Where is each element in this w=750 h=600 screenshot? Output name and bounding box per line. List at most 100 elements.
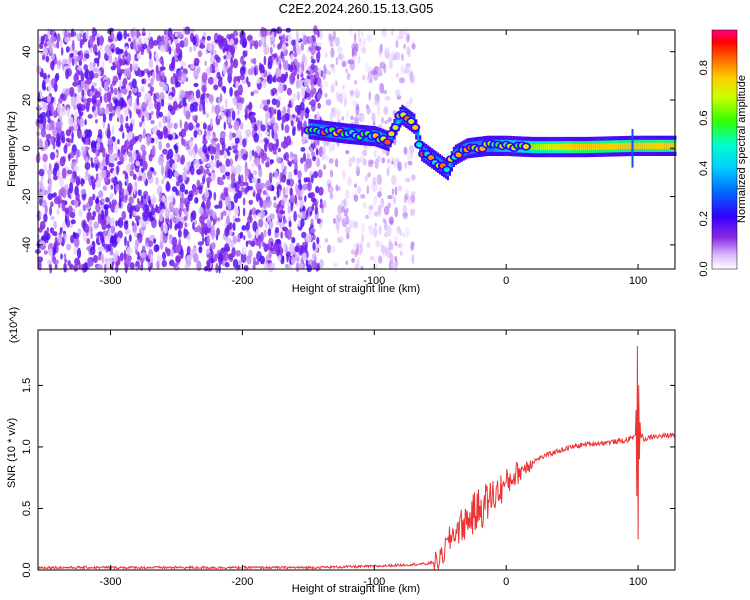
noise-speckle xyxy=(162,148,168,155)
noise-speckle xyxy=(213,253,218,262)
noise-speckle xyxy=(176,221,183,230)
signal-cell xyxy=(670,142,673,149)
noise-speckle xyxy=(142,121,146,128)
noise-speckle xyxy=(62,188,67,199)
noise-speckle xyxy=(73,237,80,248)
noise-speckle xyxy=(155,72,160,82)
noise-speckle xyxy=(227,51,232,60)
noise-speckle xyxy=(126,246,133,255)
noise-speckle xyxy=(402,211,408,220)
noise-speckle xyxy=(197,241,204,246)
noise-speckle xyxy=(322,164,327,170)
noise-speckle xyxy=(330,246,336,253)
noise-speckle xyxy=(259,139,265,144)
noise-speckle xyxy=(183,215,187,222)
noise-speckle xyxy=(83,223,90,233)
signal-cell xyxy=(636,142,639,149)
noise-speckle xyxy=(288,178,295,187)
noise-speckle xyxy=(329,169,334,178)
noise-speckle xyxy=(49,205,52,216)
noise-speckle xyxy=(124,236,127,247)
noise-speckle xyxy=(345,260,349,265)
noise-speckle xyxy=(260,72,265,77)
noise-speckle xyxy=(168,46,172,55)
signal-blob xyxy=(416,142,423,148)
noise-speckle xyxy=(288,100,292,108)
noise-speckle xyxy=(319,258,324,269)
noise-speckle xyxy=(218,149,225,156)
noise-speckle xyxy=(188,140,194,148)
noise-speckle xyxy=(106,128,111,140)
noise-speckle xyxy=(305,57,308,68)
noise-speckle xyxy=(317,78,321,86)
noise-speckle xyxy=(295,39,299,49)
noise-speckle xyxy=(211,154,214,161)
noise-speckle xyxy=(101,209,104,221)
noise-speckle xyxy=(294,194,298,205)
noise-speckle xyxy=(73,165,79,172)
noise-speckle xyxy=(127,37,132,42)
noise-speckle xyxy=(276,188,280,199)
noise-speckle xyxy=(161,60,165,67)
noise-speckle xyxy=(129,110,132,119)
noise-speckle xyxy=(376,65,383,76)
noise-speckle xyxy=(168,63,175,72)
noise-speckle xyxy=(253,89,259,95)
noise-speckle xyxy=(341,91,348,100)
noise-speckle xyxy=(156,130,161,138)
noise-speckle xyxy=(288,220,292,228)
noise-speckle xyxy=(153,238,157,244)
noise-speckle xyxy=(217,217,221,222)
noise-speckle xyxy=(280,73,286,84)
colorbar-tick-label: 0.2 xyxy=(698,211,710,226)
noise-speckle xyxy=(246,35,253,41)
noise-speckle xyxy=(288,64,294,73)
noise-speckle xyxy=(86,202,90,209)
signal-cell xyxy=(617,143,620,150)
noise-speckle xyxy=(174,134,179,140)
x-tick-label: 100 xyxy=(629,275,647,287)
noise-speckle xyxy=(324,93,328,98)
noise-speckle xyxy=(375,263,378,269)
noise-speckle xyxy=(134,215,141,221)
noise-speckle xyxy=(263,45,270,56)
noise-speckle xyxy=(305,259,309,267)
colorbar-ticks: 0.0 0.2 0.4 0.6 0.8 xyxy=(698,60,710,277)
noise-speckle xyxy=(362,202,367,209)
noise-speckle xyxy=(354,183,357,188)
noise-speckle xyxy=(174,152,178,162)
noise-speckle xyxy=(410,208,416,217)
noise-speckle xyxy=(104,257,109,263)
noise-speckle xyxy=(116,236,121,244)
noise-speckle xyxy=(53,192,57,198)
noise-speckle xyxy=(239,180,245,187)
noise-speckle xyxy=(91,175,94,187)
noise-speckle xyxy=(358,37,362,43)
noise-speckle xyxy=(380,245,386,253)
noise-speckle xyxy=(225,110,229,119)
noise-speckle xyxy=(52,126,58,137)
noise-speckle xyxy=(43,49,48,55)
noise-speckle xyxy=(255,120,261,126)
signal-blob xyxy=(443,167,450,173)
noise-speckle xyxy=(271,143,278,151)
noise-speckle xyxy=(245,221,250,231)
noise-speckle xyxy=(158,213,163,222)
noise-speckle xyxy=(141,78,145,85)
noise-speckle xyxy=(167,168,173,179)
noise-speckle xyxy=(83,64,89,71)
noise-speckle xyxy=(299,78,302,89)
noise-speckle xyxy=(118,73,122,81)
noise-speckle xyxy=(257,212,261,218)
noise-speckle xyxy=(389,253,394,264)
noise-speckle xyxy=(239,66,246,76)
noise-speckle xyxy=(374,93,380,103)
noise-speckle xyxy=(314,205,318,215)
noise-speckle xyxy=(236,95,241,100)
noise-speckle xyxy=(43,163,48,172)
noise-speckle xyxy=(97,264,103,270)
noise-speckle xyxy=(315,45,321,51)
noise-speckle xyxy=(170,248,174,257)
noise-speckle xyxy=(95,173,99,181)
noise-speckle xyxy=(301,54,306,64)
